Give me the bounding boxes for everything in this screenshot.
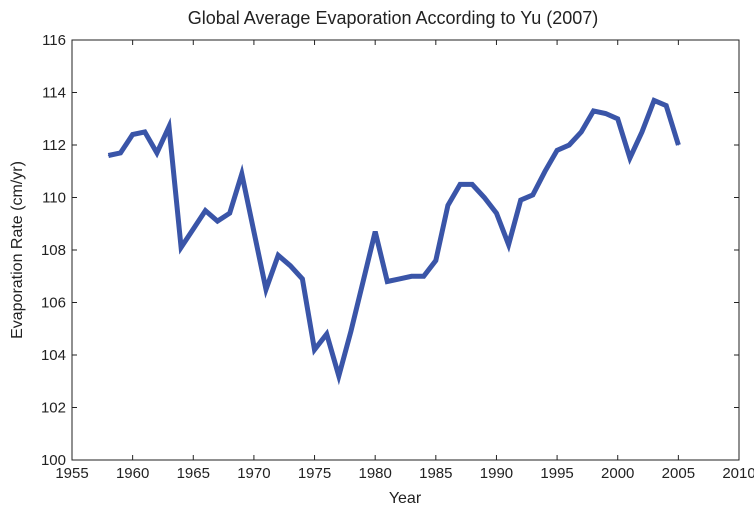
data-point <box>350 330 352 332</box>
y-tick-label: 110 <box>42 190 66 207</box>
y-tick-label: 112 <box>42 137 66 154</box>
data-point <box>168 126 170 128</box>
x-tick-label: 1980 <box>358 465 391 482</box>
data-point <box>132 134 134 135</box>
y-tick-label: 114 <box>42 85 66 102</box>
data-point <box>592 110 594 112</box>
data-point <box>665 105 667 107</box>
data-point <box>301 278 303 280</box>
data-point <box>386 281 388 282</box>
data-point <box>180 246 182 248</box>
y-tick-label: 104 <box>41 347 66 364</box>
data-point <box>411 275 413 277</box>
data-point <box>192 228 194 230</box>
data-point <box>544 170 546 172</box>
y-tick-label: 106 <box>41 295 66 312</box>
data-point <box>241 173 243 175</box>
data-point <box>229 212 231 214</box>
x-tick-label: 1960 <box>116 465 149 482</box>
data-point <box>217 220 219 222</box>
data-point <box>617 118 619 120</box>
data-point <box>677 144 679 146</box>
y-tick-label: 102 <box>41 400 66 417</box>
data-point <box>435 260 437 261</box>
data-point <box>520 199 522 201</box>
x-tick-label: 1995 <box>540 465 573 482</box>
data-point <box>556 149 558 151</box>
x-tick-label: 2010 <box>722 465 754 482</box>
x-tick-label: 1975 <box>298 465 331 482</box>
chart-title: Global Average Evaporation According to … <box>188 8 599 28</box>
x-tick-label: 1990 <box>480 465 513 482</box>
data-point <box>605 113 607 114</box>
data-point <box>459 183 461 185</box>
x-tick-label: 1965 <box>177 465 210 482</box>
y-axis-label: Evaporation Rate (cm/yr) <box>9 161 26 339</box>
data-point <box>289 265 291 267</box>
data-point <box>398 278 400 280</box>
data-point <box>120 152 122 154</box>
data-point <box>374 231 376 233</box>
x-axis-label: Year <box>389 490 422 507</box>
data-point <box>338 375 340 377</box>
x-tick-label: 1985 <box>419 465 452 482</box>
data-point <box>362 281 364 282</box>
data-point <box>641 131 643 133</box>
data-point <box>629 157 631 159</box>
series-line <box>107 97 681 386</box>
data-point <box>156 152 158 154</box>
data-point <box>471 183 473 185</box>
x-tick-label: 1970 <box>237 465 270 482</box>
data-point <box>107 155 109 156</box>
data-point <box>265 288 267 290</box>
data-point <box>532 194 534 196</box>
x-tick-label: 2005 <box>662 465 695 482</box>
data-point <box>483 197 485 198</box>
series-layer <box>107 97 681 386</box>
y-axis-ticks: 100 102 104 106 108 110 112 114 116 <box>41 32 739 469</box>
data-point <box>423 275 425 277</box>
plot-frame <box>71 39 740 461</box>
x-tick-label: 2000 <box>601 465 634 482</box>
data-point <box>314 349 316 351</box>
data-point <box>580 131 582 133</box>
data-point <box>253 231 255 233</box>
y-tick-label: 116 <box>42 32 66 49</box>
data-point <box>653 99 655 101</box>
data-point <box>204 210 206 212</box>
y-tick-label: 108 <box>41 242 66 259</box>
x-axis-ticks: 1955 1960 1965 1970 1975 1980 1985 1990 1995 2000… <box>55 40 754 482</box>
data-point <box>568 144 570 146</box>
data-point <box>495 212 497 214</box>
data-point <box>508 244 510 246</box>
data-point <box>326 333 328 335</box>
data-point <box>144 131 146 133</box>
y-tick-label: 100 <box>41 452 66 469</box>
x-tick-label: 1955 <box>55 465 88 482</box>
data-point <box>447 204 449 206</box>
data-point <box>277 254 279 256</box>
